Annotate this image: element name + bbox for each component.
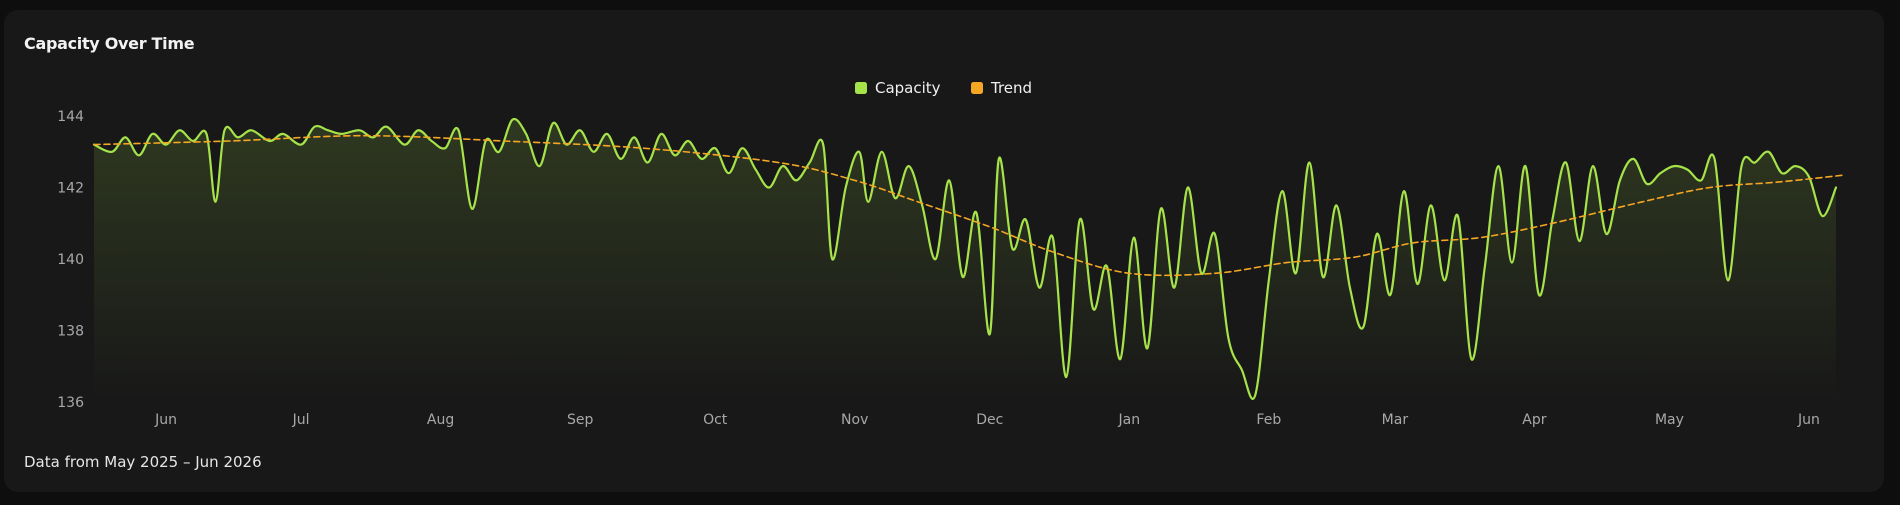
x-tick-label: Jun [1797,412,1820,428]
y-tick-label: 138 [57,324,84,340]
x-tick-label: Feb [1256,412,1281,428]
y-tick-label: 142 [57,181,84,197]
x-tick-label: Aug [427,412,454,428]
x-tick-label: Nov [841,412,868,428]
x-tick-label: Sep [567,412,594,428]
y-axis: 136 138 140 142 144 [57,109,84,411]
plot-area [92,117,1846,403]
capacity-legend-swatch [855,82,867,94]
x-tick-label: Mar [1382,412,1409,428]
x-tick-label: Jun [154,412,177,428]
x-tick-label: Jan [1117,412,1140,428]
x-tick-label: Apr [1522,412,1546,428]
capacity-series-line [92,117,1838,400]
x-axis: Jun Jul Aug Sep Oct Nov Dec Jan Feb Mar Apr May Jun [154,412,1820,428]
x-tick-label: Dec [976,412,1003,428]
x-tick-label: Oct [703,412,728,428]
x-tick-label: Jul [292,412,310,428]
chart-legend: Capacity Trend [855,79,1032,97]
trend-series-line [93,134,1846,277]
capacity-legend-label: Capacity [875,79,941,97]
y-tick-label: 140 [57,252,84,268]
capacity-area [94,119,1836,403]
chart-title: Capacity Over Time [24,34,195,53]
x-tick-label: May [1655,412,1684,428]
y-tick-label: 136 [57,395,84,411]
data-range-footer: Data from May 2025 – Jun 2026 [24,453,262,471]
trend-legend-swatch [971,82,983,94]
trend-legend-label: Trend [990,79,1032,97]
y-tick-label: 144 [57,109,84,125]
